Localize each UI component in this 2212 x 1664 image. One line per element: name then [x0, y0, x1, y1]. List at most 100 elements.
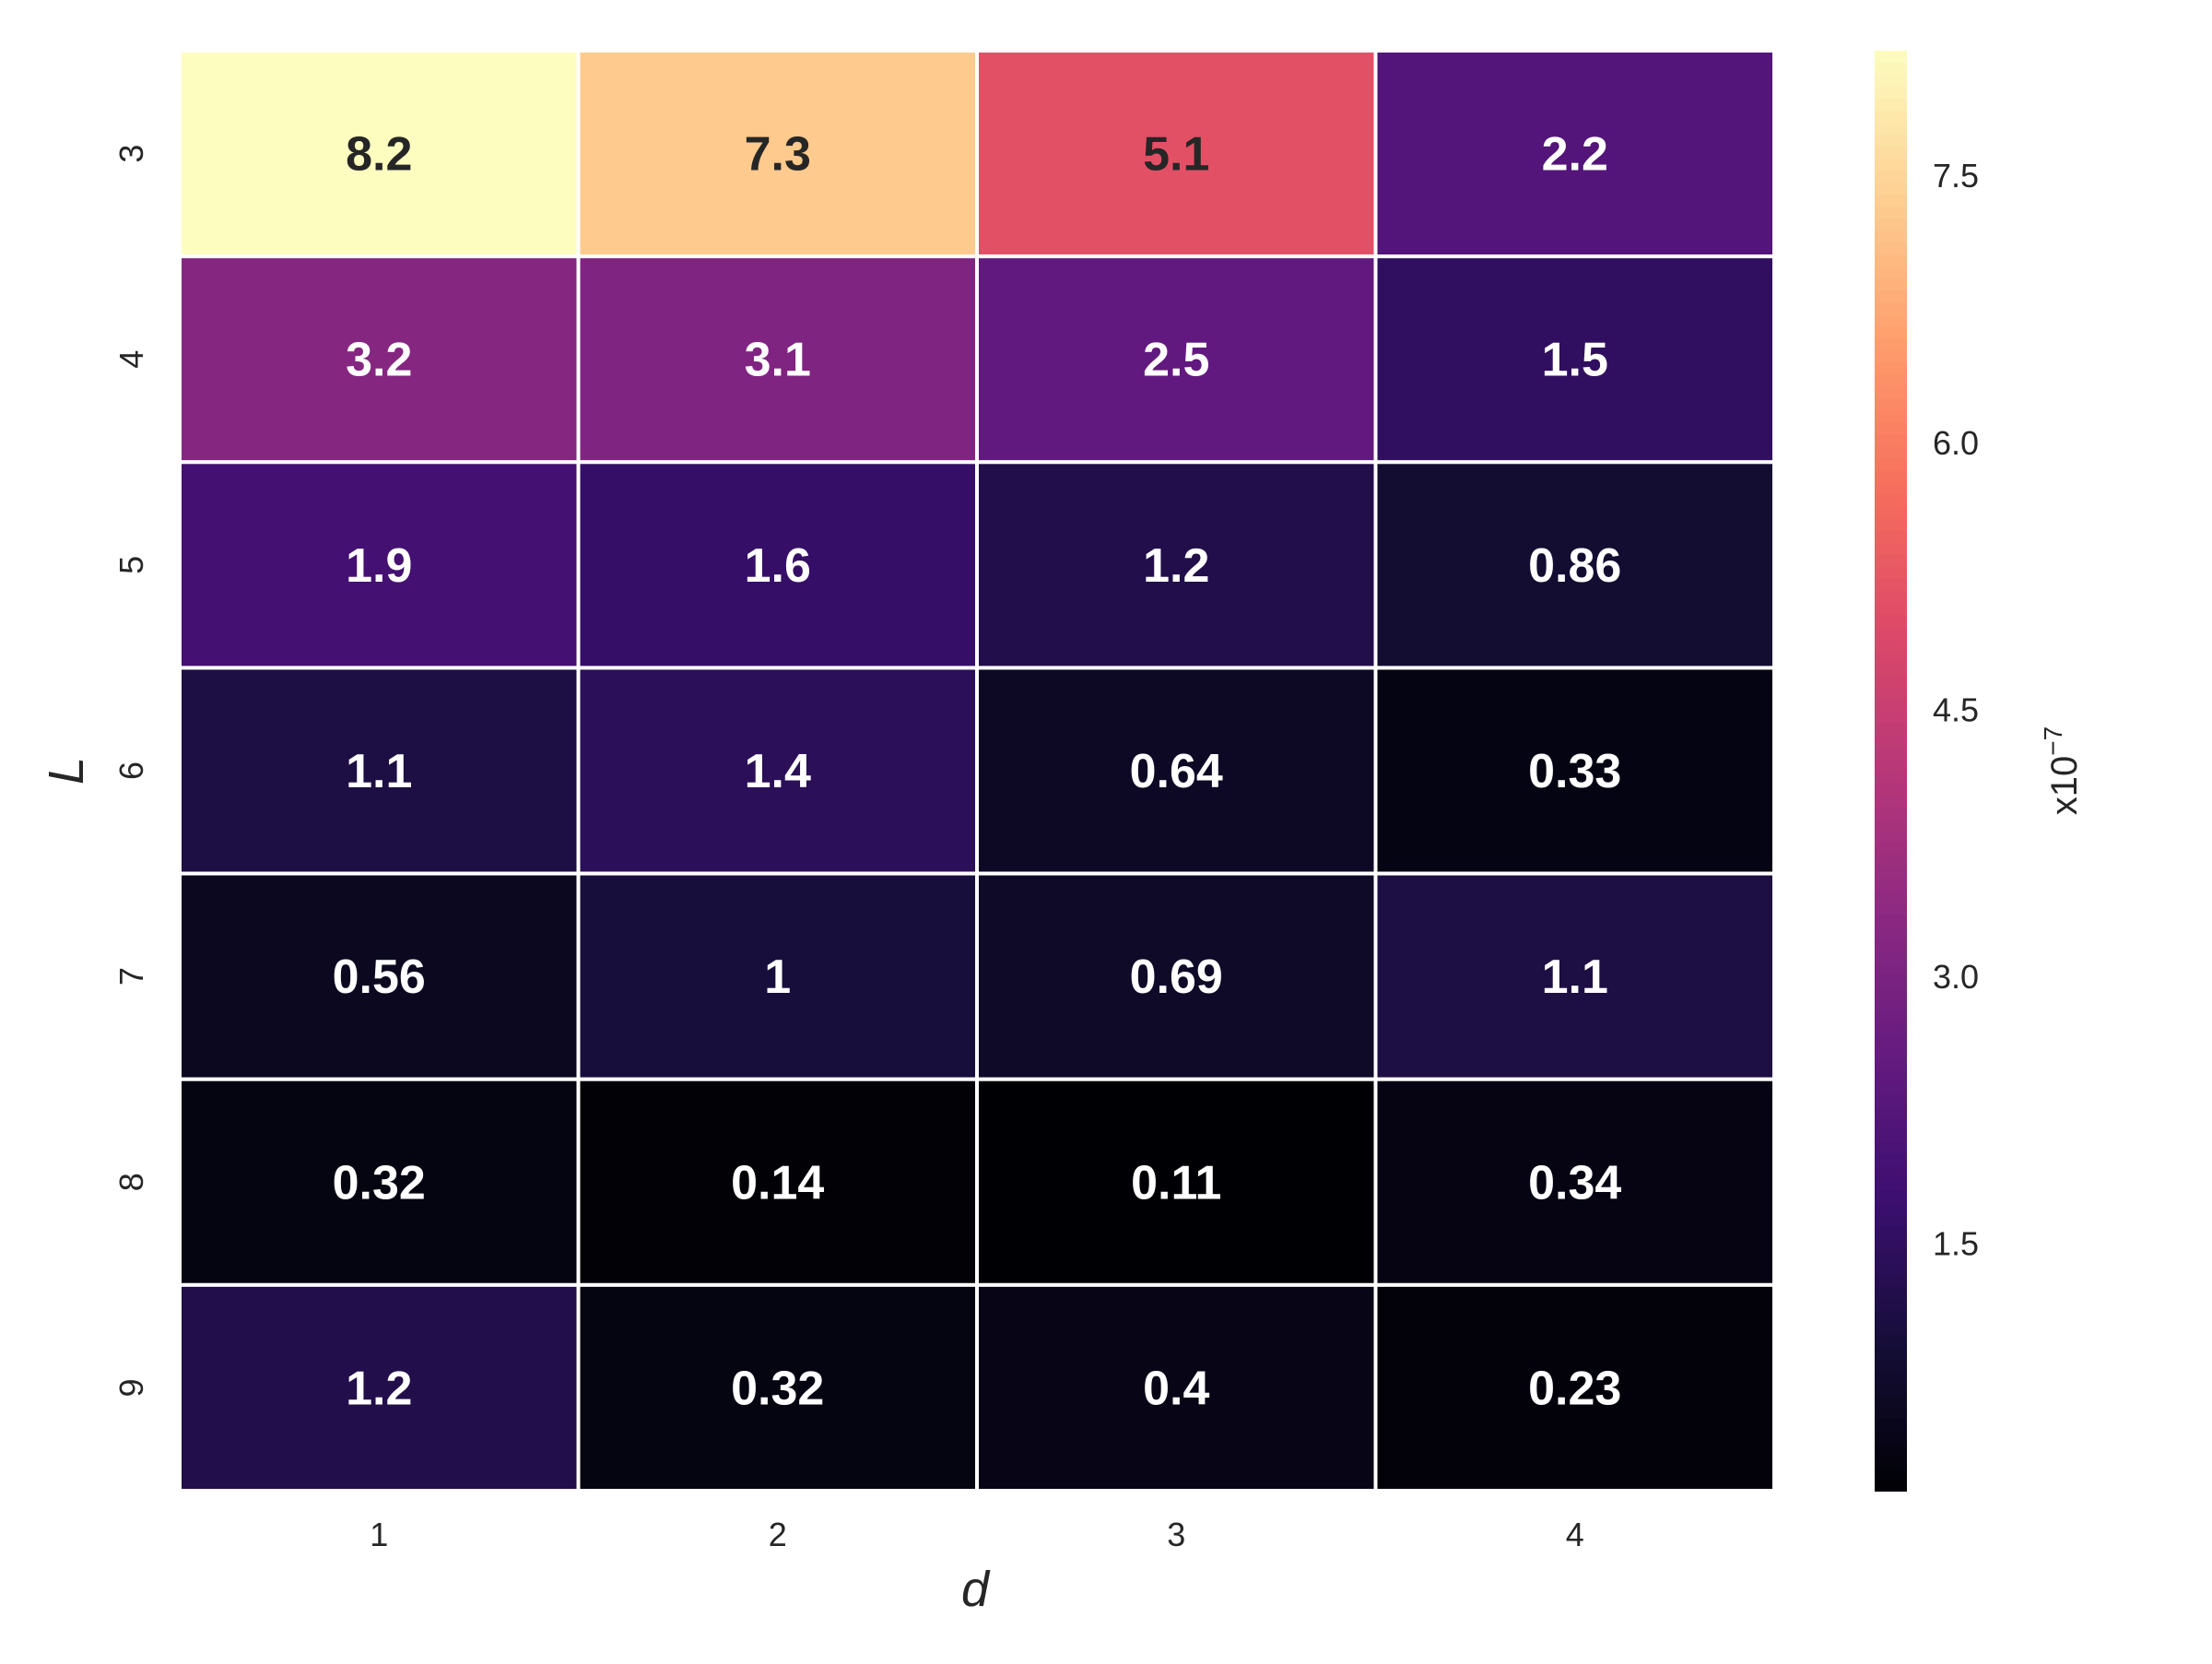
colorbar-slice [1875, 51, 1907, 65]
colorbar-slice [1875, 1094, 1907, 1108]
colorbar-slice [1875, 578, 1907, 592]
colorbar-slice [1875, 1370, 1907, 1384]
colorbar-slice [1875, 1166, 1907, 1180]
heatmap-cell-r5-c2 [576, 460, 979, 670]
x-tick-label: 2 [769, 1516, 787, 1553]
colorbar-slice [1875, 1142, 1907, 1156]
cell-value-label: 3.2 [346, 334, 412, 387]
colorbar-slice [1875, 63, 1907, 77]
colorbar-slice [1875, 734, 1907, 748]
colorbar-slice [1875, 926, 1907, 940]
colorbar-slice [1875, 362, 1907, 376]
colorbar-slice [1875, 183, 1907, 196]
y-axis-label: L [39, 757, 94, 785]
colorbar-slice [1875, 1394, 1907, 1408]
cell-value-label: 0.34 [1528, 1156, 1621, 1210]
y-tick-label: 4 [112, 350, 150, 369]
heatmap-cell-r3-c2 [576, 49, 979, 259]
colorbar-slice [1875, 111, 1907, 124]
heatmap-cell-r3-c4 [1373, 49, 1776, 259]
colorbar-slice [1875, 1010, 1907, 1024]
colorbar-slice [1875, 147, 1907, 160]
colorbar [1875, 51, 1907, 1492]
colorbar-slice [1875, 855, 1907, 868]
colorbar-slice [1875, 446, 1907, 460]
cell-value-label: 0.11 [1131, 1156, 1221, 1210]
cell-value-label: 0.32 [731, 1362, 824, 1415]
colorbar-slice [1875, 75, 1907, 89]
colorbar-slice [1875, 710, 1907, 724]
heatmap-cell-r9-c3 [975, 1282, 1378, 1493]
cell-value-label: 1 [764, 950, 791, 1004]
colorbar-slice [1875, 518, 1907, 532]
heatmap-cell-r3-c3 [975, 49, 1378, 259]
colorbar-slice [1875, 891, 1907, 904]
colorbar-slice [1875, 1418, 1907, 1432]
colorbar-slice [1875, 1406, 1907, 1420]
colorbar-slice [1875, 674, 1907, 688]
colorbar-slice [1875, 1250, 1907, 1264]
colorbar-slice [1875, 530, 1907, 544]
y-tick-label: 7 [112, 967, 150, 985]
cell-value-label: 0.33 [1528, 745, 1621, 798]
colorbar-tick-label: 4.5 [1933, 690, 1979, 728]
colorbar-slice [1875, 1382, 1907, 1396]
colorbar-slice [1875, 758, 1907, 772]
colorbar-slice [1875, 1310, 1907, 1324]
heatmap-cell-labels: 8.2 7.3 5.1 2.2 3.2 3.1 2.5 1.5 1.9 1.6 1.2 0.86 1.1… [333, 128, 1622, 1416]
colorbar-slice [1875, 195, 1907, 208]
heatmap-cell-r3-c1 [178, 49, 581, 259]
colorbar-slice [1875, 326, 1907, 340]
x-axis-label: d [961, 1562, 991, 1617]
heatmap-cell-r5-c4 [1373, 460, 1776, 670]
colorbar-slice [1875, 1202, 1907, 1216]
cell-value-label: 1.4 [745, 745, 811, 798]
colorbar-slice [1875, 950, 1907, 964]
colorbar-slice [1875, 1070, 1907, 1084]
colorbar-slice [1875, 266, 1907, 280]
colorbar-slice [1875, 626, 1907, 640]
colorbar-slice [1875, 831, 1907, 844]
heatmap-cell-r8-c3 [975, 1077, 1378, 1287]
colorbar-slice [1875, 879, 1907, 892]
colorbar-slice [1875, 722, 1907, 736]
colorbar-slice [1875, 1298, 1907, 1312]
colorbar-slice [1875, 998, 1907, 1012]
colorbar-slice [1875, 1190, 1907, 1204]
colorbar-slice [1875, 398, 1907, 412]
colorbar-slice [1875, 602, 1907, 616]
x-tick-label: 3 [1167, 1516, 1185, 1553]
colorbar-slice [1875, 1214, 1907, 1228]
cell-value-label: 2.5 [1143, 334, 1209, 387]
cell-value-label: 8.2 [346, 128, 412, 182]
colorbar-slice [1875, 230, 1907, 244]
colorbar-slice [1875, 807, 1907, 820]
cell-value-label: 0.23 [1528, 1362, 1621, 1415]
colorbar-slice [1875, 867, 1907, 880]
y-tick-label: 3 [112, 145, 150, 163]
colorbar-slice [1875, 482, 1907, 496]
colorbar-slice [1875, 87, 1907, 100]
heatmap-cell-r6-c4 [1373, 666, 1776, 876]
colorbar-slice [1875, 1238, 1907, 1252]
colorbar-slice [1875, 1286, 1907, 1300]
colorbar-slice [1875, 938, 1907, 952]
cell-value-label: 1.5 [1542, 334, 1608, 387]
colorbar-slice [1875, 494, 1907, 508]
cell-value-label: 3.1 [745, 334, 811, 387]
colorbar-ticks: 1.5 3.0 4.5 6.0 7.5 [1933, 157, 1979, 1262]
colorbar-slice [1875, 962, 1907, 976]
cell-value-label: 1.9 [346, 539, 412, 593]
y-tick-label: 8 [112, 1173, 150, 1191]
colorbar-slice [1875, 1358, 1907, 1372]
x-tick-label: 4 [1566, 1516, 1584, 1553]
colorbar-slice [1875, 422, 1907, 436]
cell-value-label: 1.1 [1542, 950, 1608, 1004]
colorbar-slice [1875, 614, 1907, 628]
cell-value-label: 0.32 [333, 1156, 426, 1210]
colorbar-slice [1875, 903, 1907, 916]
colorbar-slice [1875, 1118, 1907, 1132]
colorbar-slice [1875, 1478, 1907, 1492]
